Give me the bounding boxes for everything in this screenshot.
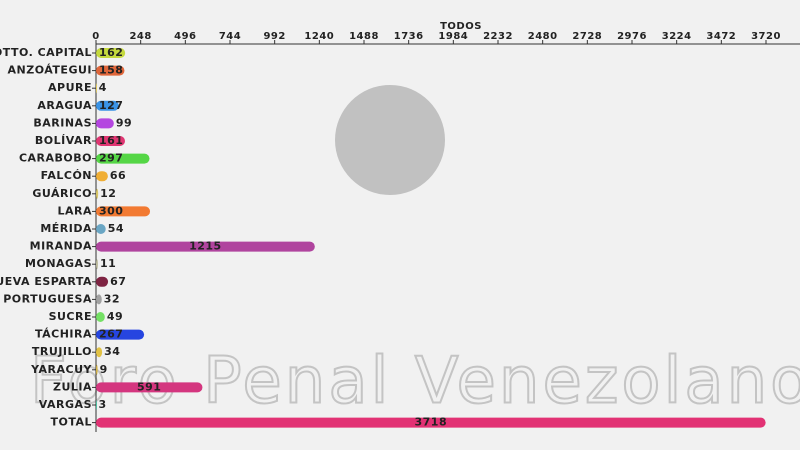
y-tick-label: BOLÍVAR xyxy=(35,134,92,147)
bar xyxy=(96,188,99,199)
value-label: 34 xyxy=(104,345,120,358)
bar xyxy=(96,136,125,146)
value-label: 162 xyxy=(99,46,123,59)
y-tick-label: ANZOÁTEGUI xyxy=(8,64,92,77)
y-tick-label: TRUJILLO xyxy=(32,345,92,358)
value-label: 1215 xyxy=(189,240,222,253)
x-tick-label: 3224 xyxy=(662,31,692,42)
y-tick-label: MÉRIDA xyxy=(40,222,92,235)
x-tick-label: 992 xyxy=(263,31,285,42)
bar xyxy=(96,417,766,428)
bar xyxy=(96,65,125,76)
value-label: 54 xyxy=(108,222,124,235)
bar xyxy=(96,224,106,234)
x-tick-label: 1984 xyxy=(438,31,468,42)
value-label: 158 xyxy=(99,64,123,77)
y-tick-label: TOTAL xyxy=(50,416,92,429)
x-tick-label: 0 xyxy=(92,31,99,42)
y-tick-label: CARABOBO xyxy=(19,152,92,165)
y-tick-label: NUEVA ESPARTA xyxy=(0,275,92,288)
value-label: 32 xyxy=(104,292,120,305)
x-tick-label: 1488 xyxy=(349,31,379,42)
bar xyxy=(96,83,97,94)
x-tick-label: 2480 xyxy=(528,31,558,42)
y-tick-label: MIRANDA xyxy=(30,240,92,253)
x-tick-label: 744 xyxy=(219,31,241,42)
value-label: 297 xyxy=(99,152,123,165)
bar xyxy=(96,259,98,270)
bar xyxy=(96,118,114,129)
value-label: 3 xyxy=(99,398,107,411)
value-label: 49 xyxy=(107,310,123,323)
chart-title: TODOS xyxy=(440,21,482,32)
y-tick-label: DTTO. CAPITAL xyxy=(0,46,92,59)
x-tick-label: 1240 xyxy=(304,31,334,42)
value-label: 11 xyxy=(100,257,116,270)
value-label: 4 xyxy=(99,81,107,94)
x-tick-label: 248 xyxy=(129,31,151,42)
y-tick-label: SUCRE xyxy=(49,310,92,323)
value-label: 99 xyxy=(116,116,132,129)
bar xyxy=(96,276,109,287)
y-tick-label: FALCÓN xyxy=(41,169,92,182)
y-tick-label: ARAGUA xyxy=(37,99,92,112)
x-tick-label: 3720 xyxy=(751,31,781,42)
value-label: 3718 xyxy=(415,416,448,429)
x-tick-label: 3472 xyxy=(706,31,736,42)
bar xyxy=(96,171,108,182)
y-tick-label: LARA xyxy=(57,204,92,217)
y-tick-label: BARINAS xyxy=(33,116,92,129)
bar xyxy=(96,400,97,410)
y-tick-label: MONAGAS xyxy=(25,257,92,270)
value-label: 127 xyxy=(99,99,123,112)
value-label: 300 xyxy=(99,204,123,217)
x-tick-label: 2728 xyxy=(572,31,602,42)
x-tick-label: 496 xyxy=(174,31,196,42)
x-tick-label: 2976 xyxy=(617,31,647,42)
value-label: 9 xyxy=(100,363,108,376)
y-tick-label: VARGAS xyxy=(39,398,92,411)
watermark-logo xyxy=(294,60,445,331)
value-label: 267 xyxy=(99,328,123,341)
value-label: 66 xyxy=(110,169,126,182)
value-label: 67 xyxy=(110,275,126,288)
watermark-text: Foro Penal Venezolano xyxy=(30,345,800,419)
y-tick-label: YARACUY xyxy=(30,363,92,376)
bar xyxy=(96,294,102,305)
bar xyxy=(96,347,103,358)
y-tick-label: GUÁRICO xyxy=(32,187,92,200)
y-tick-label: APURE xyxy=(48,81,92,94)
bar xyxy=(96,382,203,393)
bar xyxy=(96,153,150,164)
bar xyxy=(96,241,315,252)
bar xyxy=(96,329,145,340)
bar xyxy=(96,206,151,217)
y-tick-label: ZULIA xyxy=(53,380,92,393)
x-tick-label: 1736 xyxy=(394,31,424,42)
x-tick-label: 2232 xyxy=(483,31,513,42)
value-label: 591 xyxy=(137,380,161,393)
y-tick-label: PORTUGUESA xyxy=(3,292,92,305)
bar xyxy=(96,48,126,58)
bar xyxy=(96,100,119,111)
y-tick-label: TÁCHIRA xyxy=(35,328,92,341)
bar xyxy=(96,312,105,322)
value-label: 12 xyxy=(100,187,116,200)
value-label: 161 xyxy=(99,134,123,147)
bar xyxy=(96,364,98,375)
